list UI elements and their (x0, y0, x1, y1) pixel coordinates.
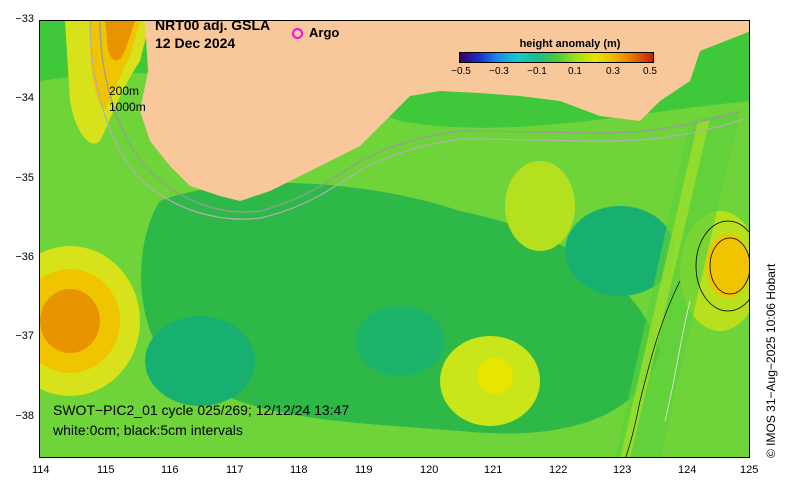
argo-legend: Argo (292, 25, 339, 40)
swot-contour-1 (695, 220, 749, 312)
y-tick-label: −37 (15, 330, 34, 342)
title-line2: 12 Dec 2024 (155, 35, 236, 51)
argo-marker-icon (292, 28, 303, 40)
y-tick-label: −36 (15, 251, 34, 263)
map-svg (40, 21, 749, 457)
swot-caption: SWOT−PIC2_01 cycle 025/269; 12/12/24 13:… (53, 400, 349, 440)
swot-caption-line1: SWOT−PIC2_01 cycle 025/269; 12/12/24 13:… (53, 402, 350, 418)
y-tick-label: −35 (15, 172, 34, 184)
high-center (505, 161, 575, 251)
x-tick-label: 115 (97, 464, 115, 476)
x-tick-label: 116 (161, 464, 179, 476)
colorbar-tick: −0.5 (451, 66, 471, 77)
x-tick-label: 118 (290, 464, 308, 476)
swot-contour-white (664, 300, 691, 422)
x-tick-label: 125 (740, 464, 759, 476)
x-tick-label: 123 (613, 464, 632, 476)
land-australia (140, 21, 749, 201)
colorbar-tick: 0.5 (643, 66, 657, 77)
colorbar-tick: 0.1 (568, 66, 582, 77)
y-tick-label: −34 (15, 92, 34, 104)
x-tick-label: 117 (226, 464, 244, 476)
argo-label: Argo (309, 25, 340, 40)
isobath-200m (99, 21, 741, 213)
warm-eddy-west-core (40, 289, 100, 353)
high-south-core (477, 358, 513, 394)
x-tick-label: 120 (420, 464, 439, 476)
copyright-credit: © IMOS 31−Aug−2025 10:06 Hobart (764, 263, 778, 458)
warm-tongue-nw-core (105, 21, 135, 61)
colorbar-tick: 0.3 (606, 66, 620, 77)
y-tick-label: −38 (15, 410, 34, 422)
colorbar (459, 52, 654, 63)
colorbar-tick: −0.3 (489, 66, 509, 77)
colorbar-tick: −0.1 (527, 66, 547, 77)
swot-contour-2 (709, 237, 749, 295)
isobath-label-1000m: 1000m (109, 100, 146, 114)
eddy-east (565, 206, 675, 296)
eddy-west (145, 316, 255, 406)
x-tick-label: 119 (355, 464, 373, 476)
x-tick-label: 114 (32, 464, 50, 476)
isobath-label-200m: 200m (109, 84, 140, 98)
swot-swath-band (620, 119, 710, 457)
warm-eddy-east-core (706, 234, 749, 298)
isobath-1000m (89, 21, 745, 220)
map-area (39, 20, 750, 458)
swot-contour-3 (625, 280, 681, 457)
x-tick-label: 122 (549, 464, 568, 476)
map-title: NRT00 adj. GSLA 12 Dec 2024 (155, 16, 270, 52)
y-tick-label: −33 (15, 13, 34, 25)
swot-caption-line2: white:0cm; black:5cm intervals (53, 422, 243, 438)
x-tick-label: 124 (678, 464, 697, 476)
x-tick-label: 121 (484, 464, 503, 476)
title-line1: NRT00 adj. GSLA (155, 17, 271, 33)
eddy-central (355, 306, 445, 376)
colorbar-title: height anomaly (m) (519, 38, 621, 50)
